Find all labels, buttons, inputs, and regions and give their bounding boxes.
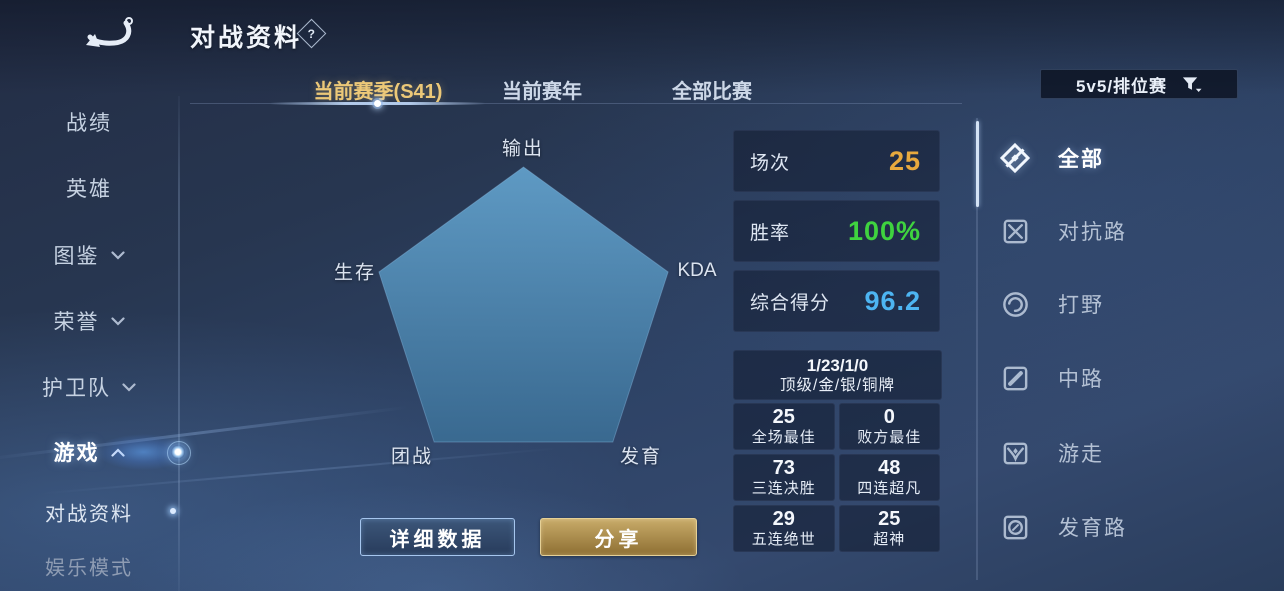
- radar-axis-label-farming: 发育: [619, 446, 663, 468]
- radar-polygon: [378, 166, 669, 443]
- lane-item-label: 中路: [1058, 368, 1104, 391]
- medal-cell-value: 73: [772, 457, 795, 480]
- medal-cell-value: 48: [878, 457, 901, 480]
- medal-cell-value: 25: [772, 406, 795, 429]
- lane-mid-icon: [998, 361, 1032, 395]
- sidebar-item-guard-team[interactable]: 护卫队: [0, 372, 178, 402]
- tabs-divider-line: [190, 103, 962, 104]
- sidebar-item-label: 护卫队: [42, 377, 111, 400]
- chevron-up-icon: [110, 447, 125, 457]
- medal-cell-label: 四连超凡: [857, 480, 922, 498]
- radar-chart: [378, 166, 669, 443]
- medal-cell-label: 超神: [873, 531, 906, 549]
- share-button-label: 分享: [594, 528, 643, 551]
- lane-clash-icon: [998, 214, 1032, 248]
- stat-value: 96.2: [864, 285, 921, 316]
- medal-cell-label: 全场最佳: [751, 429, 816, 447]
- sidebar-item-label: 娱乐模式: [45, 557, 133, 580]
- medal-cell-value: 0: [883, 406, 895, 429]
- lane-jungle-icon: [998, 287, 1032, 321]
- medal-cell-label: 败方最佳: [857, 429, 922, 447]
- tab-label: 当前赛年: [502, 81, 582, 103]
- tab-all-matches[interactable]: 全部比赛: [672, 75, 752, 104]
- lane-item-label: 游走: [1058, 443, 1104, 466]
- lane-item-mid-lane[interactable]: 中路: [998, 356, 1268, 400]
- back-button[interactable]: [84, 14, 136, 50]
- lane-all-icon: [998, 141, 1032, 175]
- medal-cell-legendary: 25 超神: [838, 505, 940, 552]
- medal-summary-label: 顶级/金/银/铜牌: [780, 376, 895, 394]
- radar-axis-label-survival: 生存: [333, 262, 377, 284]
- medal-cell-triple-kill: 73 三连决胜: [733, 454, 835, 501]
- medal-grid: 25 全场最佳 0 败方最佳 73 三连决胜 48 四连超凡 29 五连绝世 2…: [733, 403, 940, 552]
- sidebar-item-label: 荣誉: [53, 311, 100, 334]
- chevron-down-icon: [110, 316, 125, 326]
- mode-filter-label: 5v5/排位赛: [1075, 76, 1168, 96]
- medal-cell-label: 三连决胜: [751, 480, 816, 498]
- question-mark-icon: ?: [307, 26, 316, 41]
- lane-item-jungle[interactable]: 打野: [998, 282, 1268, 326]
- detail-data-button[interactable]: 详细数据: [360, 518, 515, 556]
- detail-data-button-label: 详细数据: [389, 528, 486, 551]
- stat-row-overall-score: 综合得分 96.2: [733, 270, 940, 332]
- sidebar-item-label: 对战资料: [45, 503, 133, 526]
- stat-label: 场次: [750, 152, 791, 174]
- sidebar-item-label: 图鉴: [53, 245, 100, 268]
- medal-summary-value: 1/23/1/0: [806, 355, 869, 375]
- lane-item-all[interactable]: 全部: [998, 136, 1268, 180]
- lane-farm-icon: [998, 510, 1032, 544]
- lane-list-scrollbar[interactable]: [975, 121, 979, 207]
- stat-label: 综合得分: [750, 292, 831, 314]
- medal-summary: 1/23/1/0 顶级/金/银/铜牌: [733, 350, 942, 400]
- share-button[interactable]: 分享: [540, 518, 697, 556]
- lane-item-label: 对抗路: [1058, 221, 1127, 244]
- sidebar-item-battle-stats[interactable]: 对战资料: [0, 498, 178, 527]
- medal-cell-losing-mvp: 0 败方最佳: [838, 403, 940, 450]
- lane-item-farm-lane[interactable]: 发育路: [998, 505, 1268, 549]
- radar-axis-label-teamfight: 团战: [390, 446, 434, 468]
- tab-current-season[interactable]: 当前赛季(S41): [270, 75, 486, 107]
- medal-cell-penta-kill: 29 五连绝世: [733, 505, 835, 552]
- medal-cell-value: 29: [772, 508, 795, 531]
- medal-cell-quadra-kill: 48 四连超凡: [838, 454, 940, 501]
- chevron-down-icon: [122, 382, 136, 392]
- sidebar-item-game[interactable]: 游戏: [0, 437, 178, 467]
- radar-axis-label-kda: KDA: [677, 260, 717, 281]
- page-title: 对战资料: [190, 24, 303, 52]
- tab-label: 当前赛季(S41): [313, 81, 443, 103]
- sidebar-item-honors[interactable]: 荣誉: [0, 306, 178, 336]
- medal-cell-mvp: 25 全场最佳: [733, 403, 835, 450]
- active-tab-dot: [374, 100, 382, 107]
- mode-filter-dropdown[interactable]: 5v5/排位赛: [1040, 69, 1238, 99]
- stat-value: 100%: [847, 215, 921, 246]
- sidebar-item-label: 英雄: [66, 178, 112, 201]
- sidebar-item-casual-mode[interactable]: 娱乐模式: [0, 552, 178, 581]
- sidebar-item-records[interactable]: 战绩: [0, 107, 178, 137]
- lane-roam-icon: [998, 436, 1032, 470]
- tab-label: 全部比赛: [672, 81, 752, 103]
- stat-row-matches: 场次 25: [733, 130, 940, 192]
- sidebar-item-gallery[interactable]: 图鉴: [0, 240, 178, 270]
- sidebar-divider: [178, 96, 180, 591]
- chevron-down-icon: [110, 250, 125, 260]
- lane-item-roam[interactable]: 游走: [998, 431, 1268, 475]
- filter-funnel-icon: [1181, 75, 1202, 93]
- medal-cell-label: 五连绝世: [751, 531, 816, 549]
- radar-axis-label-damage: 输出: [501, 138, 545, 160]
- lane-item-label: 发育路: [1058, 517, 1127, 540]
- sidebar-item-label: 战绩: [66, 112, 112, 135]
- tab-current-year[interactable]: 当前赛年: [502, 75, 582, 104]
- back-arrow-icon: [84, 17, 136, 54]
- sidebar-item-heroes[interactable]: 英雄: [0, 173, 178, 203]
- medal-cell-value: 25: [878, 508, 901, 531]
- stat-row-winrate: 胜率 100%: [733, 200, 940, 262]
- lane-list-divider: [976, 118, 978, 580]
- stat-label: 胜率: [750, 222, 791, 244]
- sidebar-item-label: 游戏: [53, 442, 100, 465]
- lane-item-label: 打野: [1058, 294, 1104, 317]
- stat-value: 25: [888, 145, 921, 176]
- lane-item-clash-lane[interactable]: 对抗路: [998, 209, 1268, 253]
- lane-item-label: 全部: [1058, 148, 1104, 171]
